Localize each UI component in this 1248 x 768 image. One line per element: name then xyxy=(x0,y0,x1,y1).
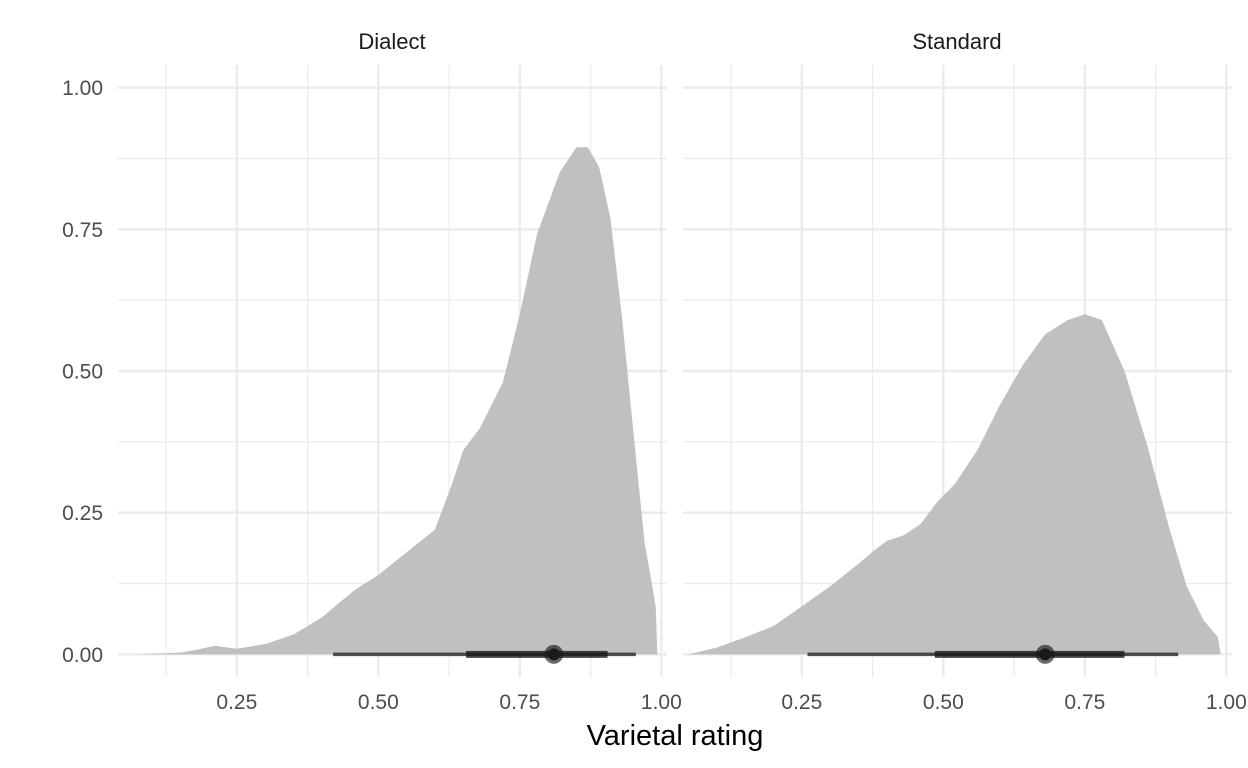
facet-strip-label-standard: Standard xyxy=(912,29,1001,54)
facet-strip-label-dialect: Dialect xyxy=(358,29,425,54)
density-area-standard xyxy=(688,314,1221,655)
point-estimate-standard xyxy=(1039,648,1052,661)
x-tick-label: 0.75 xyxy=(1064,691,1105,714)
y-tick-label: 0.50 xyxy=(62,361,103,384)
x-tick-label: 0.50 xyxy=(923,691,964,714)
point-estimate-dialect xyxy=(547,648,560,661)
x-tick-label: 0.25 xyxy=(216,691,257,714)
x-axis-title: Varietal rating xyxy=(587,720,764,752)
y-axis: 0.00 0.25 0.50 0.75 1.00 xyxy=(62,77,103,667)
facet-panel-dialect: Dialect 0.25 0.50 0.75 1.00 xyxy=(118,29,682,714)
y-tick-label: 0.25 xyxy=(62,502,103,525)
y-tick-label: 0.00 xyxy=(62,644,103,667)
x-tick-label: 1.00 xyxy=(641,691,682,714)
x-tick-label: 0.50 xyxy=(358,691,399,714)
density-area-dialect xyxy=(140,147,658,655)
x-tick-label: 0.75 xyxy=(499,691,540,714)
x-tick-label: 1.00 xyxy=(1206,691,1247,714)
y-tick-label: 0.75 xyxy=(62,219,103,242)
y-tick-label: 1.00 xyxy=(62,77,103,100)
facet-panel-standard: Standard 0.25 0.50 0.75 1.00 xyxy=(683,29,1247,714)
x-tick-label: 0.25 xyxy=(781,691,822,714)
